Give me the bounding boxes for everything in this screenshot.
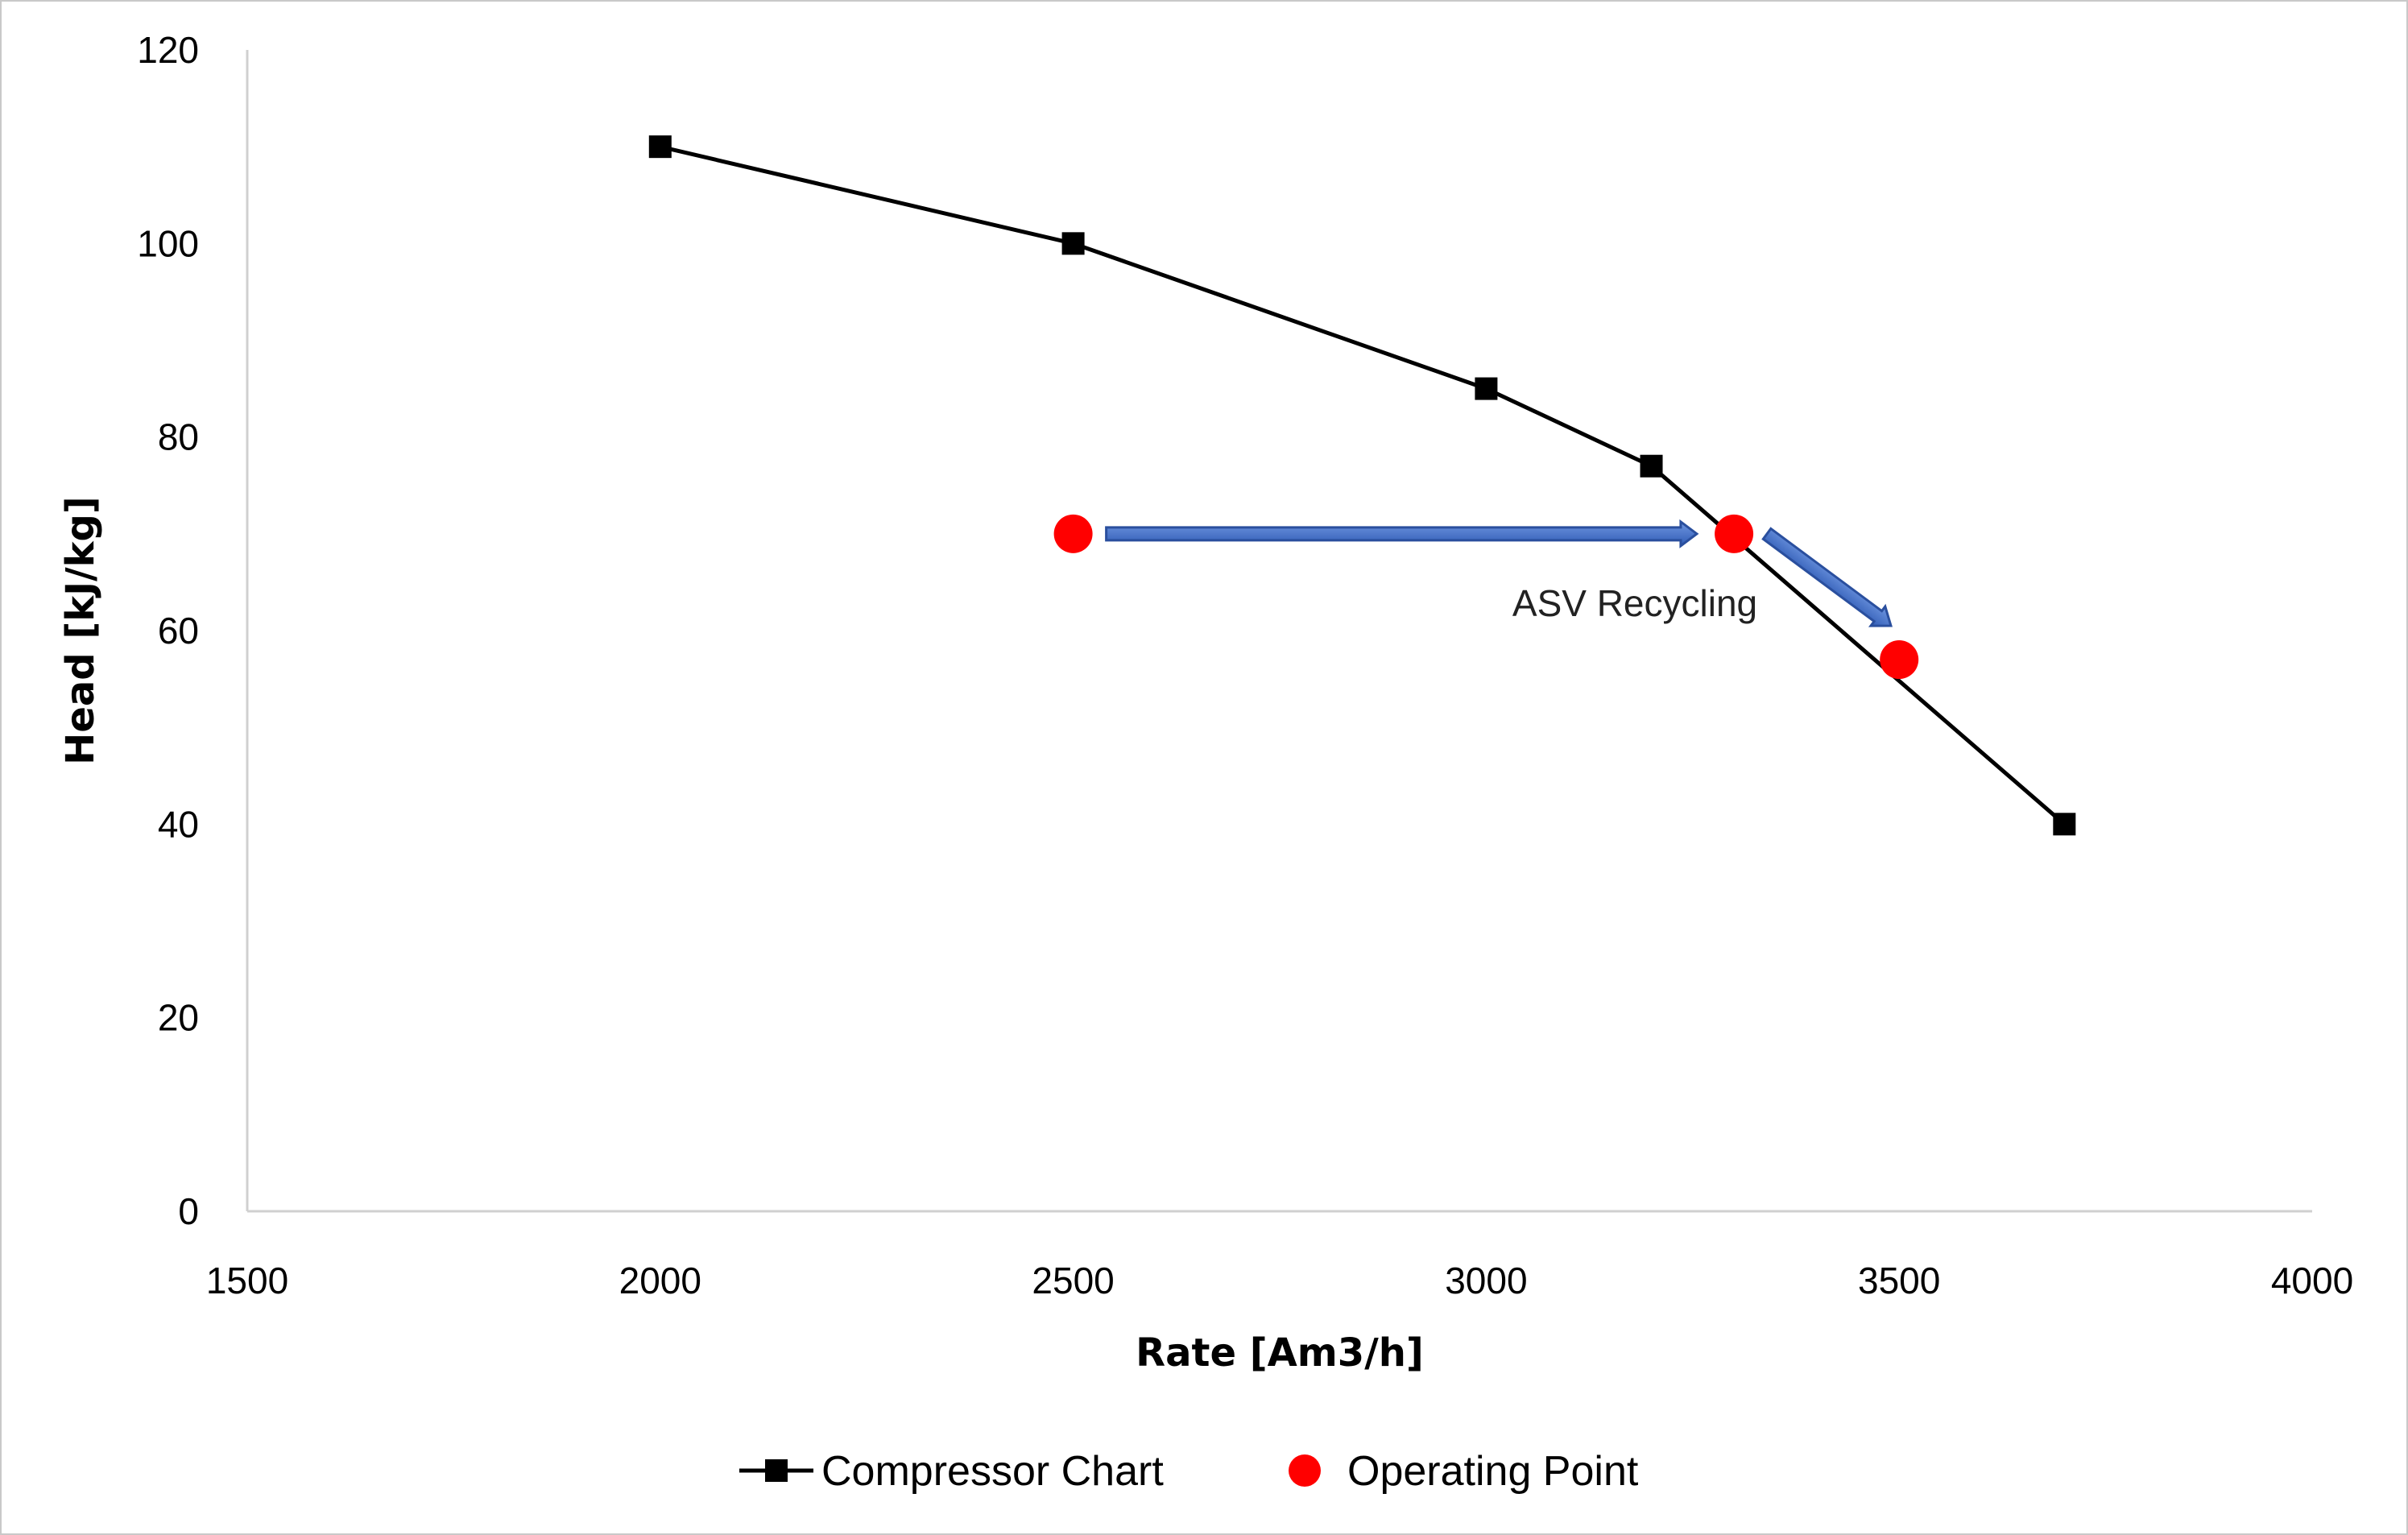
legend-item-operating-point: Operating Point (1289, 1448, 1639, 1495)
x-tick-labels: 1500 2000 2500 3000 3500 4000 (206, 1260, 2353, 1301)
x-tick-label: 2500 (1032, 1260, 1114, 1301)
legend-label-operating-point: Operating Point (1347, 1448, 1639, 1495)
compressor-chart-point (648, 135, 672, 159)
x-axis-title: Rate [Am3/h] (1136, 1330, 1424, 1376)
plot-area (648, 135, 2076, 836)
series-line-compressor-chart (660, 144, 2066, 826)
y-tick-label: 0 (178, 1190, 199, 1232)
legend-label-compressor-chart: Compressor Chart (821, 1448, 1164, 1495)
y-tick-label: 120 (137, 29, 199, 71)
x-tick-label: 1500 (206, 1260, 288, 1301)
x-tick-label: 3500 (1858, 1260, 1940, 1301)
y-tick-label: 60 (158, 610, 199, 652)
y-axis-title: Head [kJ/kg] (58, 496, 103, 765)
y-tick-label: 20 (158, 997, 199, 1039)
recycling-arrow (1761, 527, 1893, 627)
x-tick-label: 4000 (2271, 1260, 2353, 1301)
operating-point-marker (1880, 640, 1919, 680)
y-tick-labels: 0 20 40 60 80 100 120 (137, 29, 199, 1232)
legend-square-marker-icon (765, 1459, 788, 1482)
x-tick-label: 3000 (1445, 1260, 1527, 1301)
legend-circle-marker-icon (1289, 1454, 1321, 1487)
legend: Compressor Chart Operating Point (739, 1448, 1639, 1495)
compressor-chart-point (2053, 813, 2076, 836)
annotation-layer: ASV Recycling (1105, 519, 1893, 627)
y-tick-label: 40 (158, 803, 199, 845)
compressor-chart-point (1061, 232, 1085, 255)
operating-point-marker (1715, 514, 1754, 553)
compressor-chart-point (1640, 454, 1663, 478)
legend-item-compressor-chart: Compressor Chart (739, 1448, 1164, 1495)
compressor-chart-point (1475, 377, 1498, 400)
recycling-arrow (1105, 519, 1699, 548)
y-tick-label: 100 (137, 222, 199, 264)
x-tick-label: 2000 (619, 1260, 701, 1301)
y-tick-label: 80 (158, 416, 199, 458)
operating-point-marker (1053, 514, 1093, 553)
annotation-asv-recycling: ASV Recycling (1512, 582, 1757, 624)
